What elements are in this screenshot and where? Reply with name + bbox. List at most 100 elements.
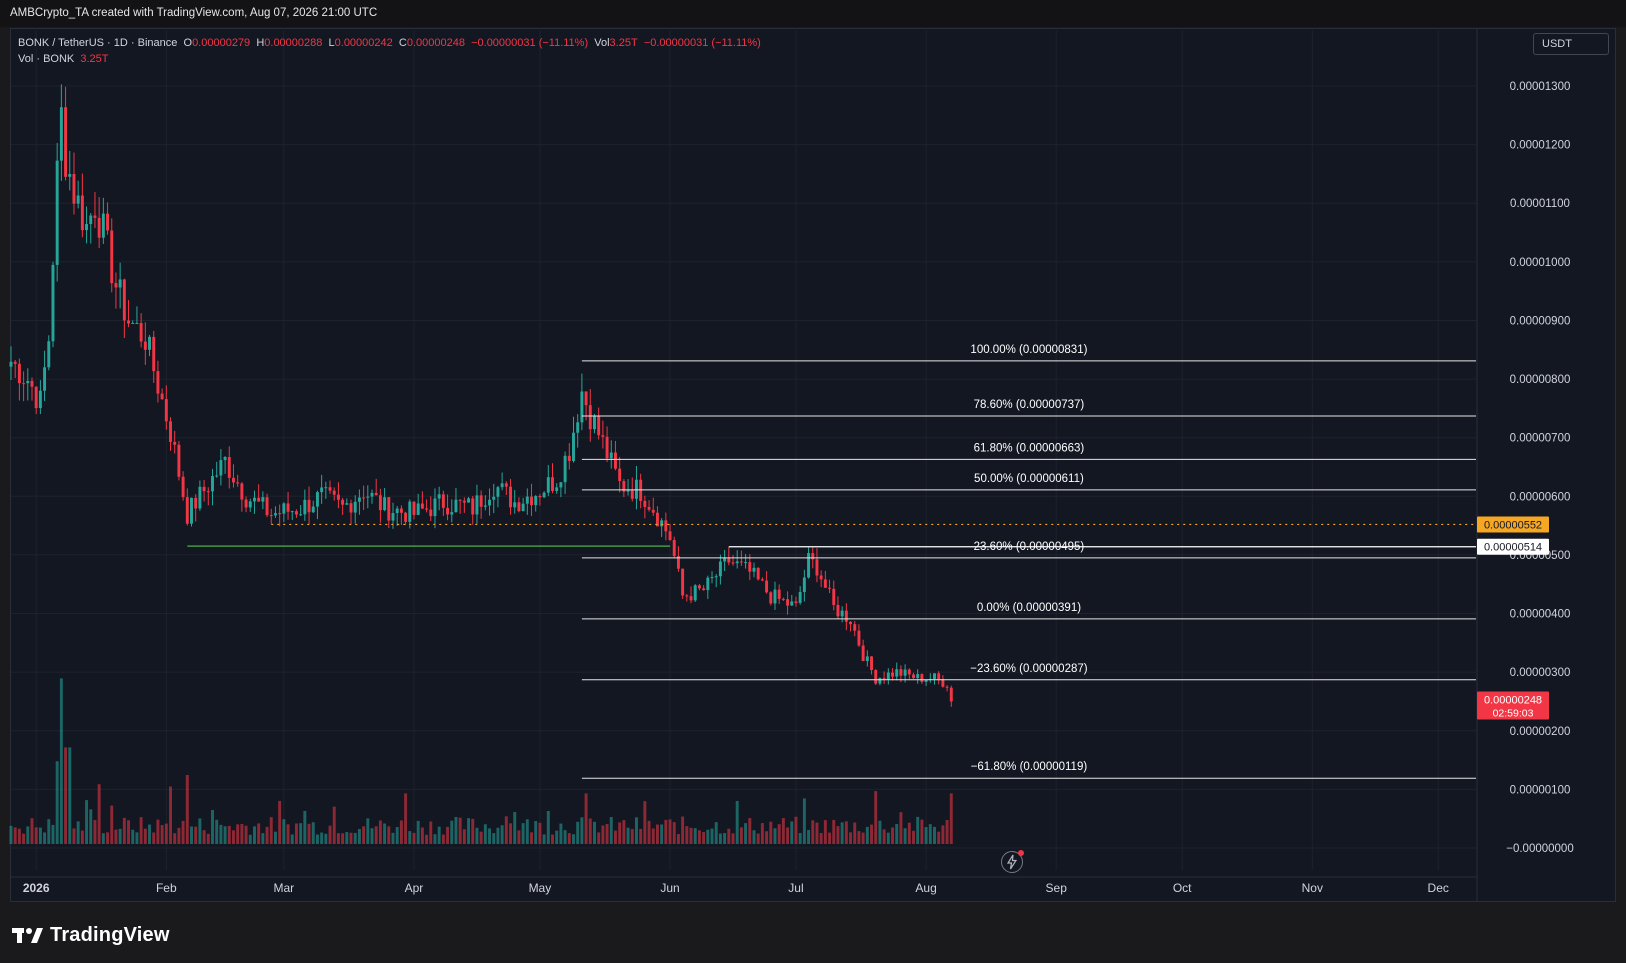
volume-bar [886,832,890,844]
price-tick-label: 0.00000400 [1510,609,1571,621]
tradingview-logo-text: TradingView [50,923,170,946]
price-tick-label: 0.00001100 [1510,198,1570,210]
candle-body [576,422,580,433]
volume-bar [173,833,177,844]
candle-body [227,456,231,478]
candle-body [311,506,315,513]
candle-body [324,487,328,489]
candle-body [211,476,214,492]
candle-body [383,497,387,511]
volume-bar [236,824,240,844]
countdown-label: 02:59:03 [1493,707,1534,719]
candle-body [857,630,861,646]
volume-bar [916,816,920,844]
candle-body [664,520,668,532]
candle-body [148,336,151,350]
volume-bar [756,833,760,844]
volume-bar [811,820,815,844]
candle-body [169,421,172,442]
alert-bolt-button[interactable] [1001,850,1024,873]
volume-bar [127,820,131,844]
volume-bar [215,819,219,844]
time-tick-label: 2026 [23,881,50,895]
symbol-label[interactable]: BONK / TetherUS · 1D · Binance [18,37,178,49]
volume-bar [395,827,399,844]
volume-bar [823,820,827,844]
candle-body [748,562,752,572]
volume-bar [928,824,932,844]
price-tick-label: 0.00000800 [1510,374,1571,386]
low-value: 0.00000242 [334,37,393,49]
volume-bar [559,823,563,844]
volume-indicator-label[interactable]: Vol · BONK [18,53,75,65]
volume-bar [282,819,286,844]
volume-bar [651,828,655,844]
candle-body [13,361,17,364]
candle-body [391,513,395,521]
time-tick-label: Aug [915,881,936,895]
volume-bar [181,820,185,844]
volume-bar [85,800,89,844]
candle-body [769,592,773,604]
candle-body [173,441,177,445]
candle-body [618,468,622,482]
volume-bar [614,830,617,844]
volume-bar [219,824,223,844]
candle-body [131,323,135,325]
volume-bar [135,832,139,844]
candle-body [815,559,819,576]
volume-bar [131,829,135,844]
high-value: 0.00000288 [264,37,323,49]
candle-body [59,107,63,161]
volume-bar [601,825,605,844]
volume-bar [853,822,857,844]
volume-bar [211,810,214,844]
volume-bar [290,834,294,844]
currency-button[interactable]: USDT [1533,33,1609,55]
volume-bar [672,822,676,844]
volume-bar [802,798,806,844]
volume-bar [488,828,492,844]
volume-bar [718,833,722,844]
tradingview-logo[interactable]: TradingView [12,920,170,950]
candle-body [840,610,844,617]
volume-bar [399,820,403,844]
volume-bar [555,830,559,844]
candle-body [546,477,550,493]
volume-bar [110,805,114,844]
candle-body [357,497,361,502]
volume-bar [269,817,273,844]
volume-bar [383,823,387,844]
candle-body [433,498,437,517]
candle-body [404,512,408,522]
candle-body [22,383,26,385]
candle-body [949,687,953,702]
candle-body [752,567,756,572]
volume-bar [542,834,546,844]
volume-bar [13,827,17,844]
candle-body [164,399,168,422]
candle-body [290,511,294,513]
candle-body [685,595,689,597]
chart-pane[interactable] [10,28,1616,902]
volume-bar [324,833,328,844]
volume-bar [668,819,672,844]
volume-bar [924,827,928,844]
open-value: 0.00000279 [192,37,251,49]
time-tick-label: Jun [660,881,679,895]
volume-bar [576,821,580,844]
candle-body [378,495,382,511]
time-tick-label: Oct [1173,881,1192,895]
volume-bar [391,832,395,844]
volume-bar [475,827,479,844]
notification-dot-icon [1018,850,1024,856]
candle-body [534,495,538,506]
volume-bar [294,823,298,844]
candle-body [294,511,298,515]
top-bar: AMBCrypto_TA created with TradingView.co… [0,0,1626,27]
volume-bar [38,827,42,844]
volume-bar [504,816,508,844]
candle-body [303,499,307,515]
candle-body [945,686,949,688]
